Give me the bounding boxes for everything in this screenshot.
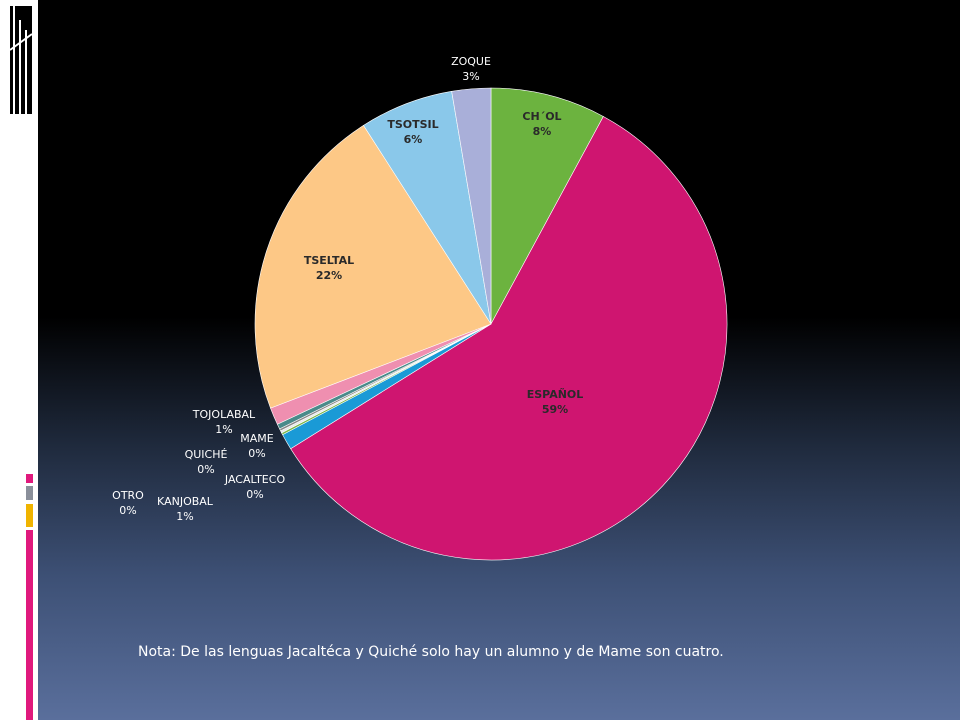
slice-label: QUICHÉ <box>185 448 228 461</box>
accent-bar-pink <box>26 474 33 483</box>
slice-percent-label: 3% <box>462 70 479 83</box>
slice-label: ESPAÑOL <box>527 388 584 401</box>
slice-percent-label: 8% <box>533 125 552 138</box>
accent-bar-gray <box>26 486 33 500</box>
slice-percent-label: 1% <box>215 423 232 436</box>
slice-label: TOJOLABAL <box>192 408 256 421</box>
decorative-lines-icon <box>9 6 33 114</box>
slice-label: TSELTAL <box>304 254 354 267</box>
pie-slice-ch-ol <box>490 87 604 325</box>
slice-label: TSOTSIL <box>387 118 438 131</box>
slice-label: CH´OL <box>522 110 561 123</box>
slice-label: KANJOBAL <box>157 495 214 508</box>
accent-bar-pink-long <box>26 530 33 720</box>
pie-slice-tseltal <box>254 124 492 409</box>
pie-slice-zoque <box>451 87 492 325</box>
footnote: Nota: De las lenguas Jacaltéca y Quiché … <box>138 644 724 660</box>
slice-percent-label: 0% <box>119 504 136 517</box>
slice-percent-label: 22% <box>316 269 342 282</box>
slice-percent-label: 0% <box>246 488 263 501</box>
slice-label: JACALTECO <box>224 473 286 486</box>
accent-bar-yellow <box>26 504 33 527</box>
slice-percent-label: 59% <box>542 403 568 416</box>
slice-label: ZOQUE <box>451 55 491 68</box>
slice-percent-label: 0% <box>248 447 265 460</box>
accent-bars <box>26 474 33 720</box>
slice-percent-label: 1% <box>176 510 193 523</box>
slice-percent-label: 0% <box>197 463 214 476</box>
slice-label: OTRO <box>112 489 144 502</box>
slice-percent-label: 6% <box>404 133 423 146</box>
pie-labels: CH´OL 8% ESPAÑOL 59% KANJOBAL 1% OTRO 0% JACALTE… <box>112 55 583 523</box>
pie-slice-español <box>290 116 728 561</box>
slice-label: MAME <box>240 432 274 445</box>
pie-slices <box>254 87 728 561</box>
